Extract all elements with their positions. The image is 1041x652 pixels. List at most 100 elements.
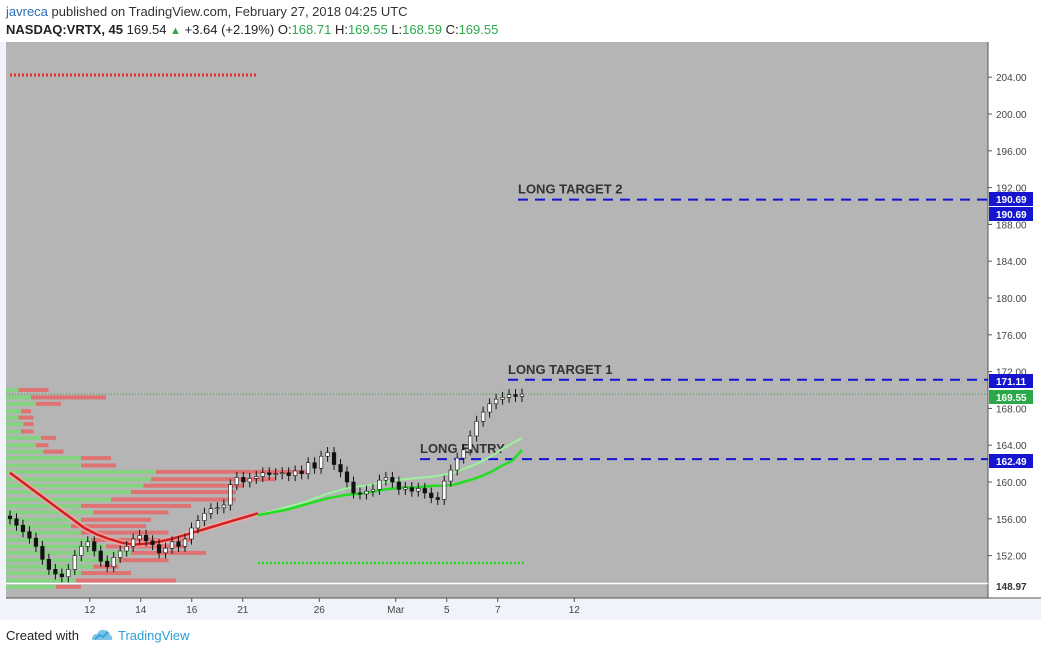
time-tick-label: 5 [444, 605, 450, 616]
candle[interactable] [396, 481, 401, 490]
candle[interactable] [318, 455, 324, 469]
candle[interactable] [416, 488, 421, 492]
volume-profile-bar-up [6, 422, 24, 427]
time-axis[interactable] [6, 598, 1041, 620]
candle[interactable] [442, 480, 447, 500]
volume-profile-bar-down [111, 497, 236, 502]
candle[interactable] [260, 472, 265, 477]
candle[interactable] [124, 546, 129, 552]
candle[interactable] [409, 487, 414, 492]
candle[interactable] [474, 420, 479, 437]
candle[interactable] [390, 477, 395, 483]
candle[interactable] [370, 489, 376, 492]
price-badge [989, 207, 1033, 221]
candle[interactable] [66, 569, 71, 578]
candle[interactable] [338, 464, 343, 473]
candle[interactable] [241, 477, 246, 483]
price-chart[interactable]: LONG TARGET 2 LONG TARGET 1 LONG ENTRY 152.… [0, 42, 1041, 620]
candle[interactable] [331, 452, 337, 465]
volume-profile-bar-up [6, 497, 111, 502]
candle[interactable] [299, 470, 304, 475]
candle[interactable] [215, 507, 220, 510]
candle[interactable] [228, 484, 233, 506]
volume-profile-bar-up [6, 537, 91, 542]
candle[interactable] [27, 531, 32, 539]
candle[interactable] [46, 558, 51, 570]
candle[interactable] [189, 527, 194, 540]
candle[interactable] [111, 557, 116, 567]
candle[interactable] [221, 504, 226, 509]
candle[interactable] [137, 535, 142, 540]
publish-info: published on TradingView.com, February 2… [51, 4, 408, 19]
candle[interactable] [461, 449, 466, 459]
candle[interactable] [325, 452, 330, 457]
author-link[interactable]: javreca [6, 4, 48, 19]
candle[interactable] [53, 569, 58, 575]
candle[interactable] [20, 524, 26, 532]
candle[interactable] [169, 541, 175, 549]
candle[interactable] [468, 435, 473, 451]
volume-profile-bar-down [31, 395, 106, 400]
candle[interactable] [156, 544, 162, 554]
candle[interactable] [59, 573, 64, 578]
candle[interactable] [234, 477, 239, 486]
plot-area[interactable] [6, 42, 988, 598]
candle[interactable] [202, 512, 207, 521]
candle[interactable] [195, 520, 201, 529]
candle[interactable] [40, 546, 45, 560]
candle[interactable] [312, 462, 317, 469]
candle[interactable] [448, 469, 453, 482]
tradingview-brand-link[interactable]: TradingView [118, 628, 190, 643]
candle[interactable] [351, 481, 356, 494]
candle[interactable] [150, 540, 155, 545]
candle[interactable] [286, 472, 291, 476]
candle[interactable] [293, 470, 298, 476]
candle[interactable] [344, 471, 350, 483]
volume-profile-bar-up [6, 550, 131, 555]
volume-profile-bar-up [6, 469, 156, 474]
candle[interactable] [176, 541, 181, 547]
candle[interactable] [500, 397, 505, 400]
candle[interactable] [306, 462, 311, 475]
candle[interactable] [131, 538, 136, 547]
candle[interactable] [208, 508, 214, 514]
candle[interactable] [182, 538, 188, 547]
candle[interactable] [92, 541, 97, 552]
candle[interactable] [267, 472, 272, 475]
low-value: 168.59 [402, 22, 442, 37]
candle[interactable] [455, 457, 460, 471]
candle[interactable] [79, 546, 84, 556]
candle[interactable] [403, 487, 408, 490]
candle[interactable] [519, 393, 525, 397]
candle[interactable] [435, 497, 440, 500]
candle[interactable] [72, 555, 77, 570]
high-value: 169.55 [347, 22, 388, 37]
candle[interactable] [487, 403, 492, 413]
candle[interactable] [513, 394, 518, 397]
candle[interactable] [144, 535, 149, 542]
candle[interactable] [273, 473, 278, 476]
candle[interactable] [481, 411, 486, 422]
volume-profile-bar-down [56, 584, 81, 589]
candle[interactable] [422, 488, 427, 494]
price-axis[interactable] [988, 42, 1041, 598]
candle[interactable] [14, 518, 19, 526]
candle[interactable] [247, 478, 252, 483]
candle[interactable] [493, 398, 499, 405]
candle[interactable] [163, 547, 168, 554]
candle[interactable] [357, 492, 363, 495]
candle[interactable] [280, 472, 285, 475]
candle[interactable] [98, 550, 103, 562]
candle[interactable] [85, 541, 90, 547]
candle[interactable] [429, 492, 434, 498]
candle[interactable] [383, 477, 388, 481]
candle[interactable] [506, 394, 512, 398]
candle[interactable] [254, 476, 259, 479]
candle[interactable] [377, 479, 382, 490]
candle[interactable] [118, 550, 123, 558]
candle[interactable] [105, 560, 110, 567]
candle[interactable] [7, 515, 13, 520]
candle[interactable] [33, 537, 39, 547]
price-tick-label: 172.00 [996, 368, 1027, 379]
candle[interactable] [364, 490, 369, 495]
